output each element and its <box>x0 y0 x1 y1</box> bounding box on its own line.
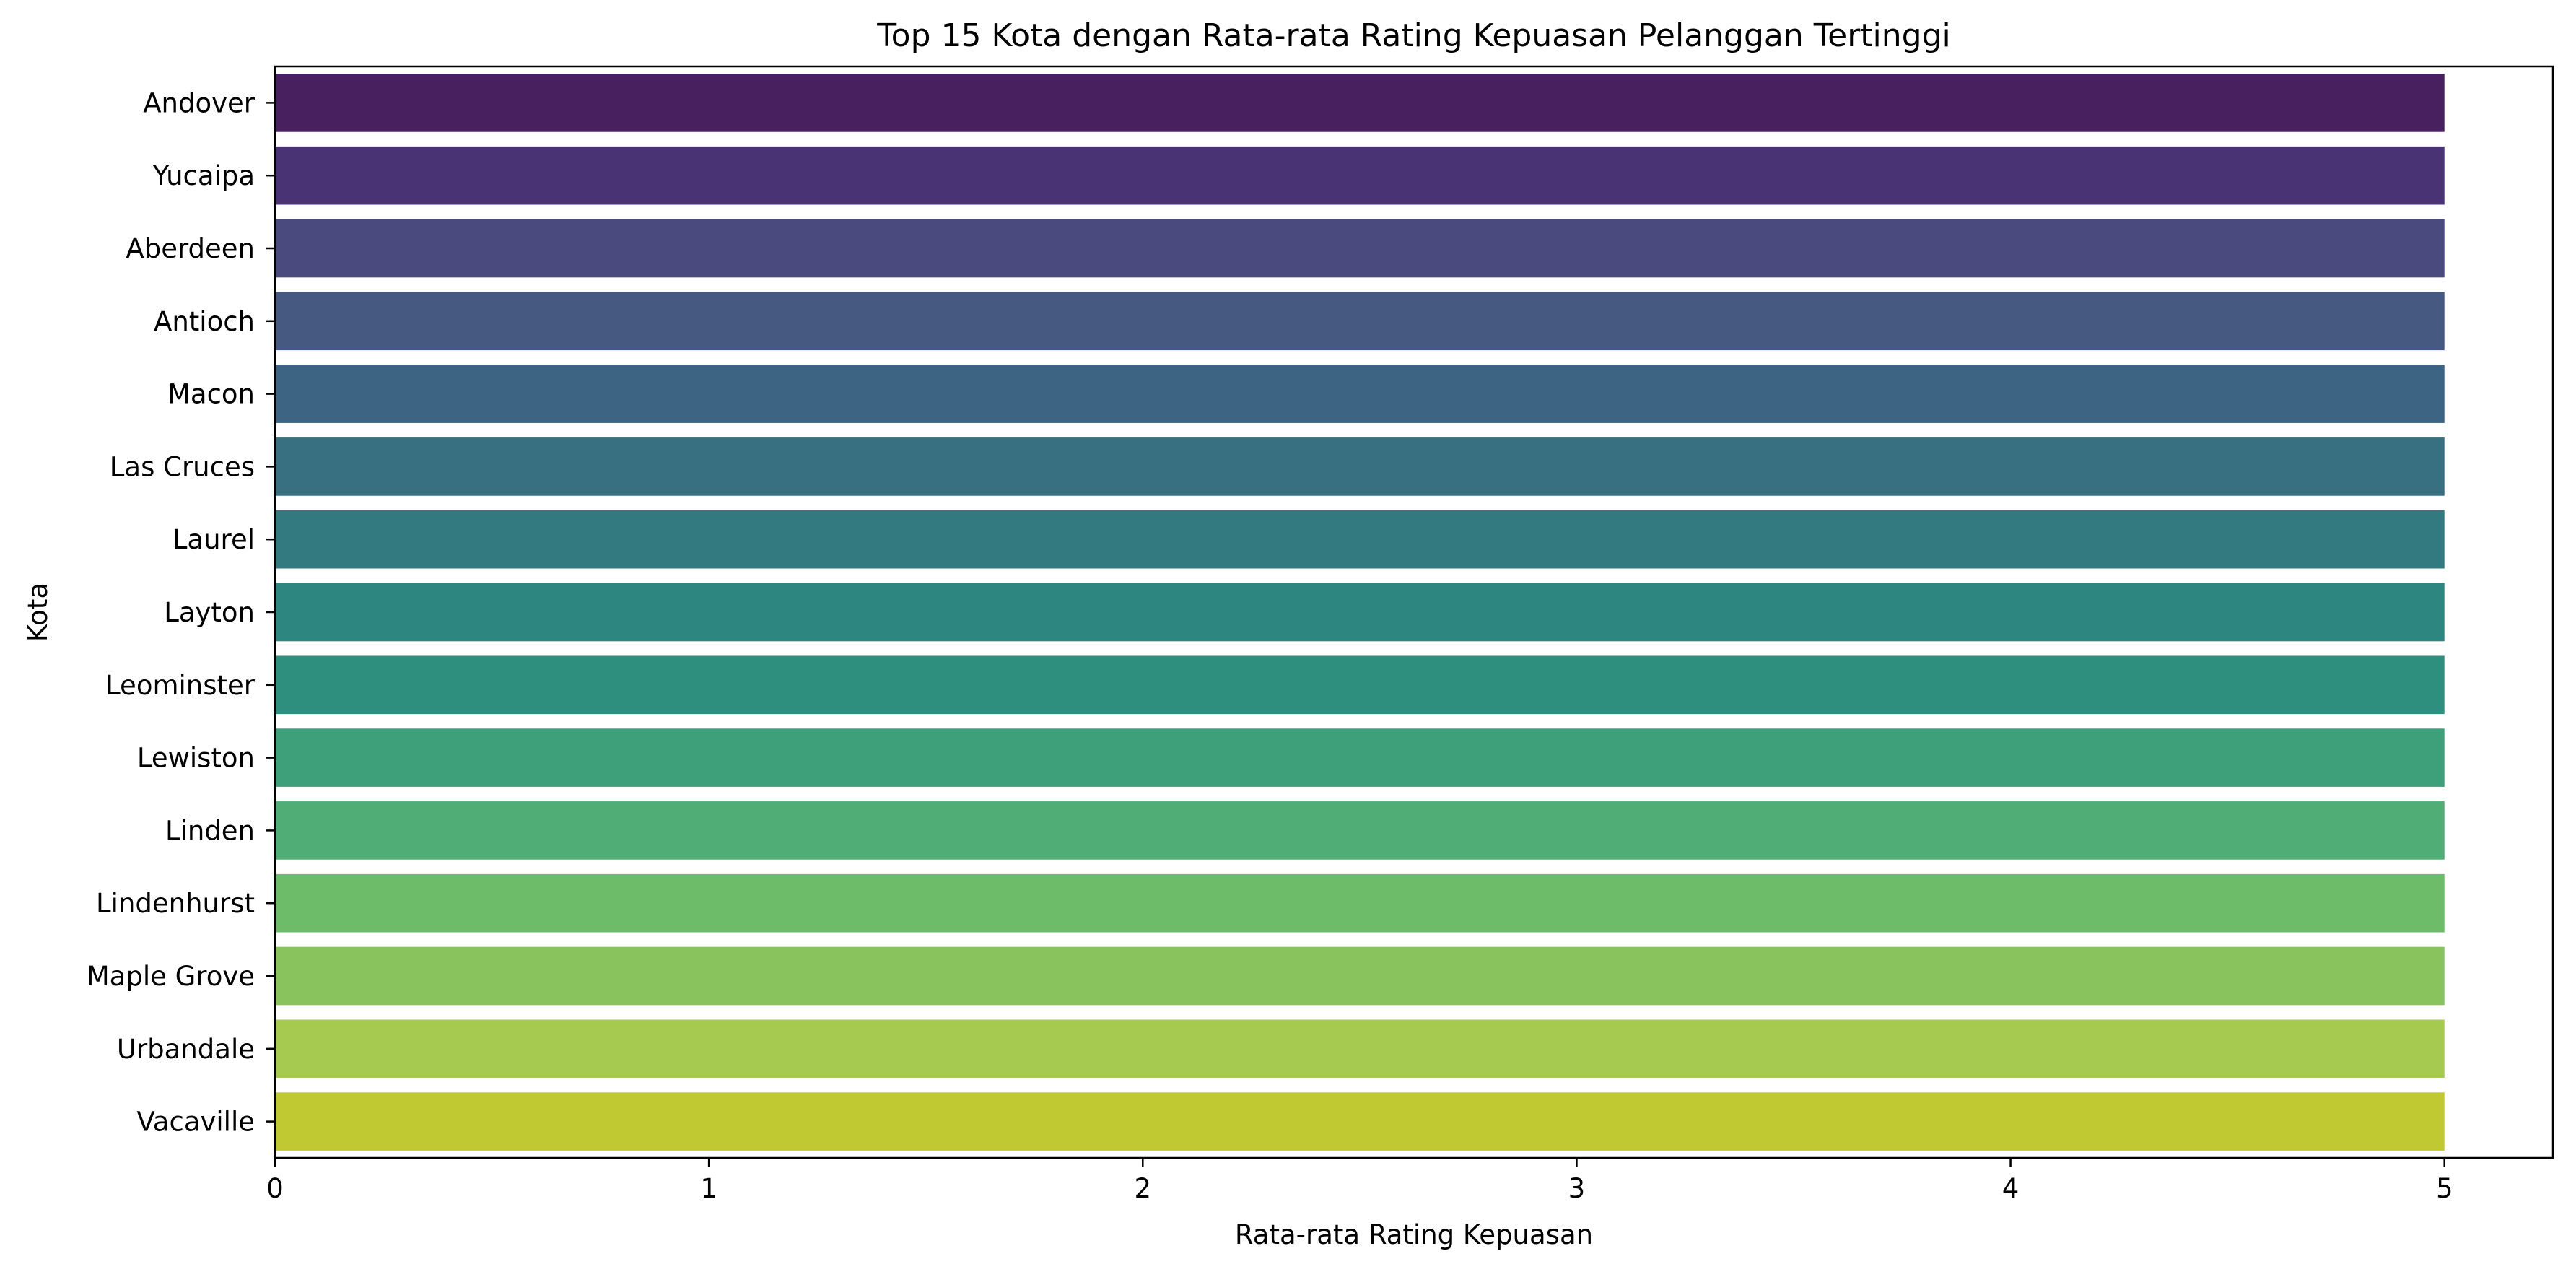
bar-lewiston <box>275 728 2445 787</box>
bar-aberdeen <box>275 219 2445 278</box>
y-tick-label: Antioch <box>154 306 255 337</box>
bar-andover <box>275 74 2445 132</box>
x-tick-label: 3 <box>1568 1173 1586 1204</box>
y-axis-ticks: Andover Yucaipa Aberdeen Antioch Macon Las Cr… <box>87 87 275 1138</box>
y-tick-label: Lewiston <box>137 743 255 774</box>
y-tick-label: Laurel <box>173 524 255 555</box>
bar-yucaipa <box>275 146 2445 205</box>
x-tick-label: 5 <box>2436 1173 2453 1204</box>
y-tick-label: Yucaipa <box>152 160 255 191</box>
x-tick-label: 0 <box>266 1173 284 1204</box>
y-tick-label: Layton <box>164 597 255 628</box>
x-tick-label: 1 <box>700 1173 717 1204</box>
x-tick-label: 4 <box>2002 1173 2020 1204</box>
bar-lindenhurst <box>275 873 2445 933</box>
y-tick-label: Andover <box>143 87 256 118</box>
bar-laurel <box>275 510 2445 569</box>
bar-vacaville <box>275 1092 2445 1151</box>
bar-urbandale <box>275 1019 2445 1078</box>
bar-leominster <box>275 655 2445 715</box>
y-tick-label: Las Cruces <box>110 451 255 482</box>
bar-macon <box>275 365 2445 423</box>
y-tick-label: Urbandale <box>117 1034 255 1065</box>
y-tick-label: Lindenhurst <box>96 888 255 919</box>
y-axis-label: Kota <box>22 583 53 642</box>
bar-linden <box>275 801 2445 860</box>
x-tick-label: 2 <box>1135 1173 1152 1204</box>
x-axis-label: Rata-rata Rating Kepuasan <box>1235 1219 1593 1250</box>
bar-las-cruces <box>275 437 2445 496</box>
bar-maple-grove <box>275 946 2445 1006</box>
bar-antioch <box>275 292 2445 351</box>
y-tick-label: Maple Grove <box>87 961 255 992</box>
bar-layton <box>275 583 2445 642</box>
y-tick-label: Aberdeen <box>126 233 255 264</box>
chart-title: Top 15 Kota dengan Rata-rata Rating Kepu… <box>876 17 1951 54</box>
y-tick-label: Linden <box>165 815 255 846</box>
y-tick-label: Leominster <box>105 670 256 701</box>
x-axis-ticks: 0 1 2 3 4 5 <box>266 1158 2453 1204</box>
y-tick-label: Macon <box>167 379 255 410</box>
y-tick-label: Vacaville <box>136 1107 255 1138</box>
plot-frame <box>274 65 2554 1159</box>
bars-layer <box>275 74 2445 1151</box>
